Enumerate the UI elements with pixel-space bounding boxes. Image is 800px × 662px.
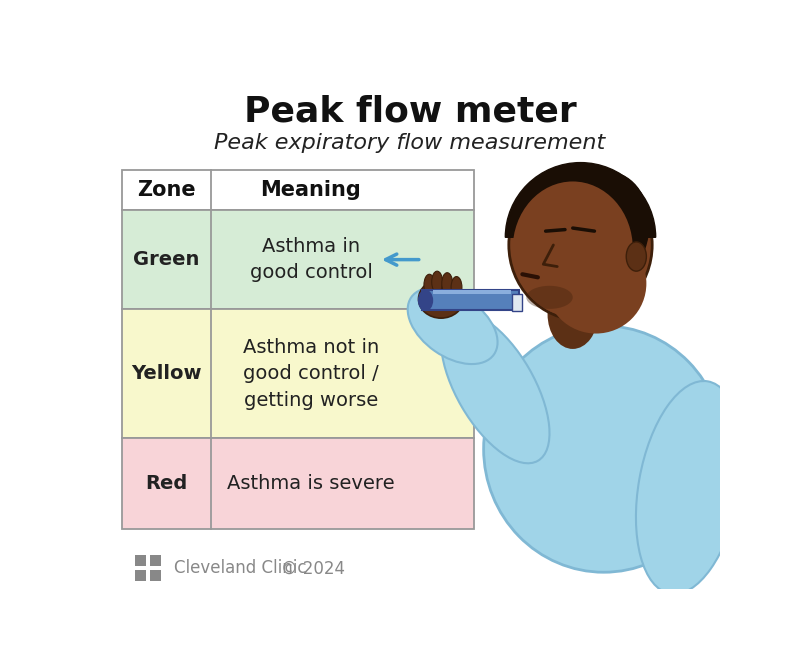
Ellipse shape xyxy=(547,279,598,349)
Ellipse shape xyxy=(408,287,498,364)
Text: Meaning: Meaning xyxy=(261,180,362,201)
Bar xyxy=(512,295,522,311)
Ellipse shape xyxy=(442,273,453,295)
Ellipse shape xyxy=(636,381,742,594)
Text: Asthma is severe: Asthma is severe xyxy=(227,474,394,493)
Bar xyxy=(134,567,162,571)
Ellipse shape xyxy=(509,170,652,320)
Wedge shape xyxy=(506,163,656,237)
Text: Green: Green xyxy=(133,250,199,269)
Bar xyxy=(122,438,474,529)
Bar xyxy=(122,211,474,309)
Text: Cleveland Clinic: Cleveland Clinic xyxy=(174,559,306,577)
Ellipse shape xyxy=(626,242,646,271)
Bar xyxy=(122,170,474,211)
Bar xyxy=(434,290,510,295)
Ellipse shape xyxy=(424,274,435,296)
Ellipse shape xyxy=(451,277,462,298)
Text: © 2024: © 2024 xyxy=(282,559,346,577)
Text: Asthma not in
good control /
getting worse: Asthma not in good control / getting wor… xyxy=(243,338,379,410)
Ellipse shape xyxy=(546,234,646,334)
Bar xyxy=(122,309,474,438)
Bar xyxy=(150,555,162,567)
Text: Red: Red xyxy=(145,474,187,493)
Ellipse shape xyxy=(526,286,573,309)
Text: Peak expiratory flow measurement: Peak expiratory flow measurement xyxy=(214,132,606,152)
Ellipse shape xyxy=(484,326,724,572)
Ellipse shape xyxy=(441,312,550,463)
Ellipse shape xyxy=(418,279,463,318)
Bar xyxy=(146,553,150,583)
Text: Peak flow meter: Peak flow meter xyxy=(244,95,576,129)
Bar xyxy=(422,290,518,310)
Ellipse shape xyxy=(558,172,649,287)
Text: Zone: Zone xyxy=(137,180,195,201)
Ellipse shape xyxy=(432,271,442,293)
Bar xyxy=(135,570,146,581)
Text: Yellow: Yellow xyxy=(131,364,202,383)
Ellipse shape xyxy=(418,291,433,310)
Ellipse shape xyxy=(513,181,633,316)
Text: Asthma in
good control: Asthma in good control xyxy=(250,237,372,283)
Bar xyxy=(150,570,162,581)
Bar xyxy=(135,555,146,567)
